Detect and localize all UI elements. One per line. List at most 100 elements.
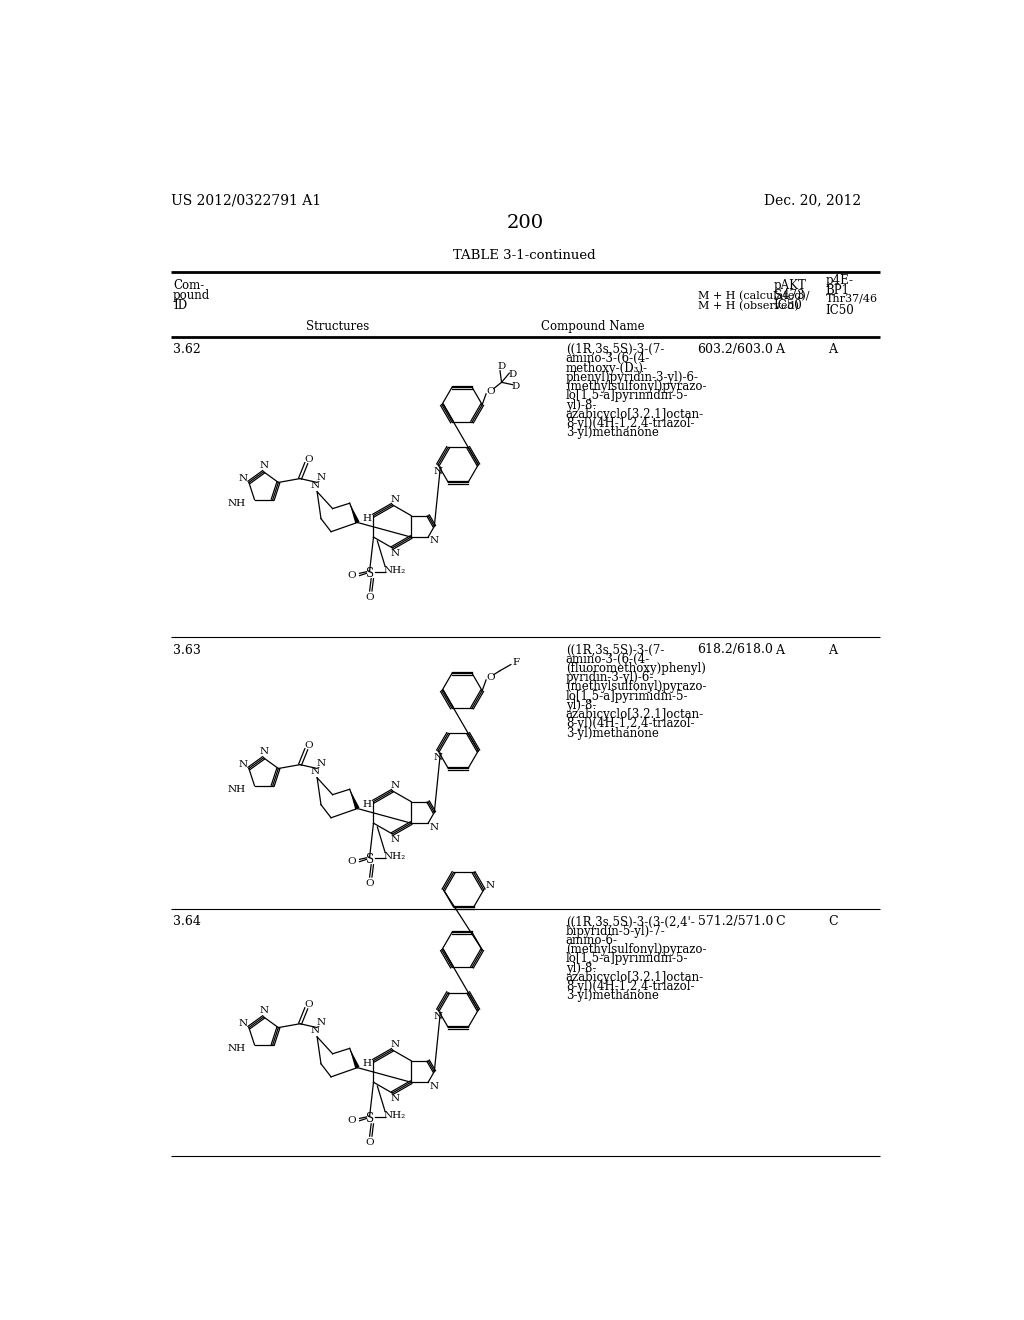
Text: methoxy-(D₃)-: methoxy-(D₃)-	[566, 362, 648, 375]
Text: NH: NH	[227, 785, 245, 795]
Text: pAKT: pAKT	[773, 280, 807, 292]
Text: ((1R,3s,5S)-3-(7-: ((1R,3s,5S)-3-(7-	[566, 644, 665, 656]
Text: O: O	[304, 1001, 313, 1008]
Text: N: N	[390, 1094, 399, 1104]
Text: H: H	[362, 513, 372, 523]
Text: (fluoromethoxy)phenyl): (fluoromethoxy)phenyl)	[566, 663, 706, 675]
Text: A: A	[827, 644, 837, 656]
Text: 3-yl)methanone: 3-yl)methanone	[566, 426, 658, 440]
Text: TABLE 3-1-continued: TABLE 3-1-continued	[454, 249, 596, 263]
Text: NH₂: NH₂	[383, 851, 406, 861]
Text: A: A	[775, 644, 784, 656]
Text: O: O	[347, 572, 356, 579]
Text: O: O	[347, 857, 356, 866]
Text: 571.2/571.0: 571.2/571.0	[697, 915, 773, 928]
Text: lo[1,5-a]pyrimidin-5-: lo[1,5-a]pyrimidin-5-	[566, 389, 688, 403]
Text: bipyridin-5-yl)-7-: bipyridin-5-yl)-7-	[566, 924, 666, 937]
Text: ID: ID	[173, 300, 187, 313]
Text: D: D	[498, 363, 506, 371]
Text: O: O	[304, 455, 313, 463]
Text: Dec. 20, 2012: Dec. 20, 2012	[764, 193, 860, 207]
Text: D: D	[511, 381, 519, 391]
Text: yl)-8-: yl)-8-	[566, 399, 596, 412]
Text: amino-6-: amino-6-	[566, 933, 617, 946]
Text: O: O	[486, 387, 495, 396]
Text: NH: NH	[227, 1044, 245, 1053]
Text: phenyl)pyridin-3-yl)-6-: phenyl)pyridin-3-yl)-6-	[566, 371, 698, 384]
Text: amino-3-(6-(4-: amino-3-(6-(4-	[566, 352, 650, 366]
Text: 3.62: 3.62	[173, 343, 201, 356]
Text: 200: 200	[506, 214, 544, 232]
Text: yl)-8-: yl)-8-	[566, 700, 596, 711]
Text: Thr37/46: Thr37/46	[825, 294, 878, 304]
Text: (methylsulfonyl)pyrazo-: (methylsulfonyl)pyrazo-	[566, 380, 707, 393]
Text: H: H	[362, 800, 372, 809]
Text: O: O	[347, 1117, 356, 1125]
Text: S473: S473	[773, 289, 804, 302]
Polygon shape	[349, 789, 359, 809]
Text: azabicyclo[3.2.1]octan-: azabicyclo[3.2.1]octan-	[566, 408, 705, 421]
Text: pyridin-3-yl)-6-: pyridin-3-yl)-6-	[566, 671, 654, 684]
Text: N: N	[239, 474, 247, 483]
Text: 8-yl)(4H-1,2,4-triazol-: 8-yl)(4H-1,2,4-triazol-	[566, 417, 694, 430]
Text: S: S	[366, 1111, 374, 1125]
Text: 8-yl)(4H-1,2,4-triazol-: 8-yl)(4H-1,2,4-triazol-	[566, 718, 694, 730]
Text: N: N	[430, 1081, 439, 1090]
Text: N: N	[311, 767, 321, 776]
Text: IC50: IC50	[773, 300, 803, 313]
Text: N: N	[259, 747, 268, 756]
Text: N: N	[430, 822, 439, 832]
Text: N: N	[316, 473, 326, 482]
Text: O: O	[366, 879, 374, 888]
Text: N: N	[390, 781, 399, 789]
Polygon shape	[349, 503, 359, 523]
Text: N: N	[430, 536, 439, 545]
Text: N: N	[239, 760, 247, 770]
Text: NH₂: NH₂	[383, 1111, 406, 1119]
Text: pound: pound	[173, 289, 210, 302]
Text: p4E-: p4E-	[825, 275, 853, 286]
Text: azabicyclo[3.2.1]octan-: azabicyclo[3.2.1]octan-	[566, 708, 705, 721]
Text: N: N	[390, 1040, 399, 1049]
Text: amino-3-(6-(4-: amino-3-(6-(4-	[566, 653, 650, 665]
Text: C: C	[827, 915, 838, 928]
Text: 618.2/618.0: 618.2/618.0	[697, 644, 773, 656]
Text: N: N	[239, 1019, 247, 1028]
Text: N: N	[259, 1006, 268, 1015]
Text: ((1R,3s,5S)-3-(7-: ((1R,3s,5S)-3-(7-	[566, 343, 665, 356]
Text: N: N	[433, 1012, 442, 1022]
Text: 3.64: 3.64	[173, 915, 201, 928]
Text: M + H (observed): M + H (observed)	[697, 301, 799, 312]
Text: (methylsulfonyl)pyrazo-: (methylsulfonyl)pyrazo-	[566, 681, 707, 693]
Text: F: F	[513, 657, 520, 667]
Text: N: N	[390, 549, 399, 558]
Text: N: N	[485, 882, 495, 891]
Text: 603.2/603.0: 603.2/603.0	[697, 343, 773, 356]
Text: S: S	[366, 853, 374, 866]
Polygon shape	[349, 1048, 359, 1068]
Text: N: N	[311, 480, 321, 490]
Text: 8-yl)(4H-1,2,4-triazol-: 8-yl)(4H-1,2,4-triazol-	[566, 979, 694, 993]
Text: O: O	[366, 593, 374, 602]
Text: N: N	[390, 834, 399, 843]
Text: 3.63: 3.63	[173, 644, 201, 656]
Text: Com-: Com-	[173, 280, 204, 292]
Text: ((1R,3s,5S)-3-(3-(2,4'-: ((1R,3s,5S)-3-(3-(2,4'-	[566, 915, 694, 928]
Text: M + H (calculated)/: M + H (calculated)/	[697, 290, 809, 301]
Text: N: N	[433, 754, 442, 762]
Text: lo[1,5-a]pyrimidin-5-: lo[1,5-a]pyrimidin-5-	[566, 689, 688, 702]
Text: C: C	[775, 915, 784, 928]
Text: yl)-8-: yl)-8-	[566, 961, 596, 974]
Text: 3-yl)methanone: 3-yl)methanone	[566, 989, 658, 1002]
Text: NH: NH	[227, 499, 245, 508]
Text: N: N	[259, 461, 268, 470]
Text: N: N	[316, 1018, 326, 1027]
Text: O: O	[486, 673, 495, 682]
Text: N: N	[311, 1026, 321, 1035]
Text: IC50: IC50	[825, 304, 854, 317]
Text: US 2012/0322791 A1: US 2012/0322791 A1	[171, 193, 321, 207]
Text: NH₂: NH₂	[383, 566, 406, 574]
Text: O: O	[304, 741, 313, 750]
Text: N: N	[433, 467, 442, 477]
Text: S: S	[366, 566, 374, 579]
